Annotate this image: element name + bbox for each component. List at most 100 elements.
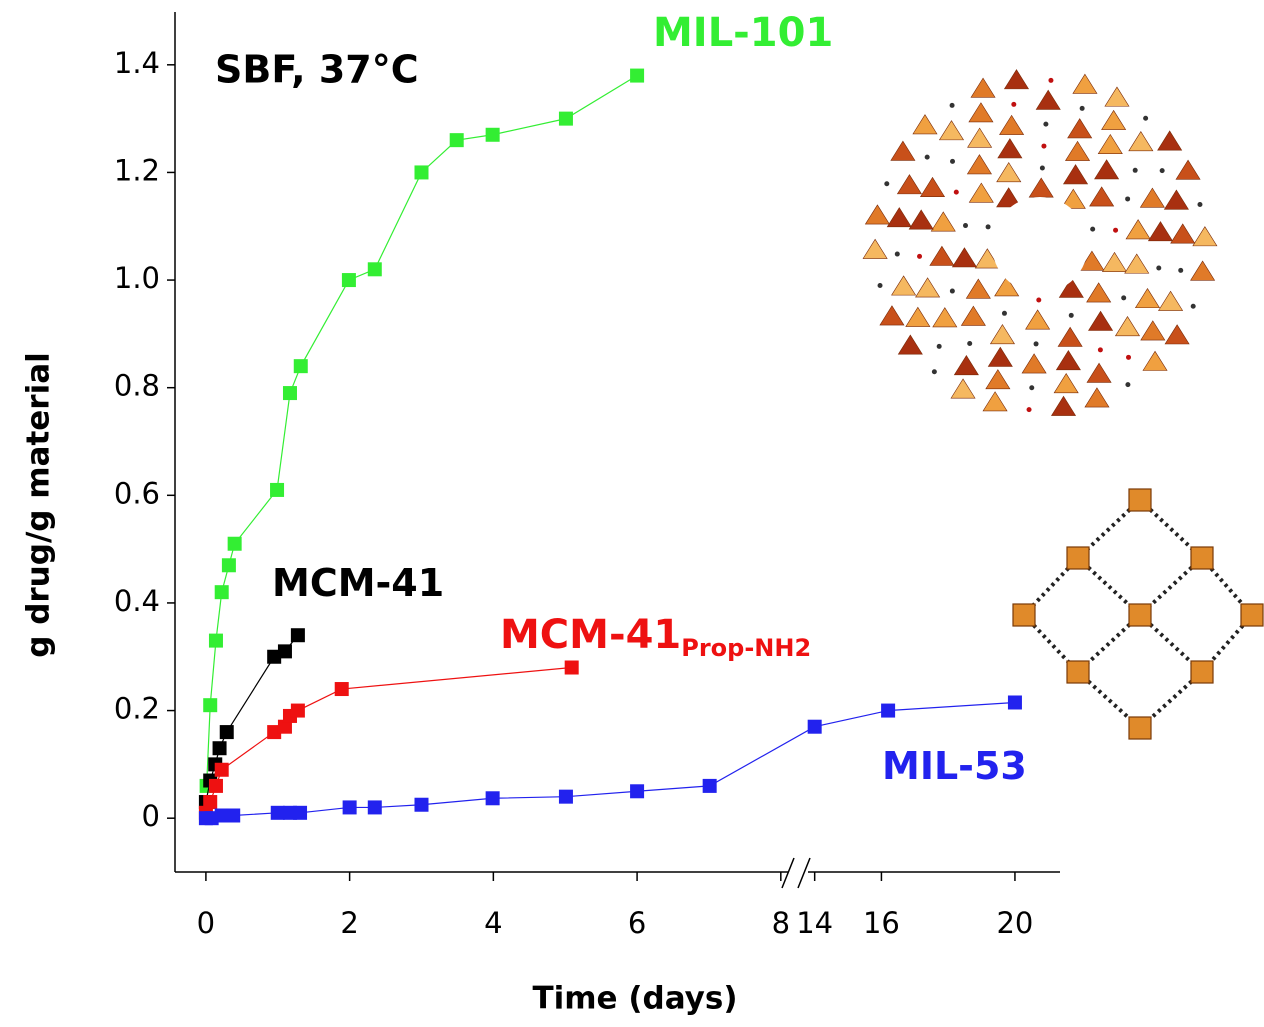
- atom: [1125, 196, 1130, 201]
- atom: [950, 103, 955, 108]
- polyhedron: [906, 307, 930, 326]
- atom: [1113, 228, 1118, 233]
- y-tick-label: 0.8: [114, 369, 160, 403]
- marker: [343, 800, 357, 814]
- atom: [937, 344, 942, 349]
- marker: [228, 537, 242, 551]
- atom: [1178, 268, 1183, 273]
- atom: [1034, 341, 1039, 346]
- polyhedron: [921, 177, 945, 196]
- polyhedron: [983, 392, 1007, 411]
- atom: [963, 223, 968, 228]
- polyhedron: [898, 335, 922, 354]
- polyhedron: [916, 278, 940, 297]
- series-name: MIL-53: [882, 744, 1027, 788]
- polyhedron: [998, 139, 1022, 158]
- atom: [1143, 116, 1148, 121]
- y-tick-label: 0.2: [114, 692, 160, 726]
- polyhedron: [1004, 70, 1028, 89]
- polyhedron: [954, 356, 978, 375]
- atom: [950, 159, 955, 164]
- marker: [486, 128, 500, 142]
- atom: [1029, 385, 1034, 390]
- marker: [450, 133, 464, 147]
- marker: [559, 112, 573, 126]
- atom: [1126, 355, 1131, 360]
- polyhedron: [1129, 132, 1153, 151]
- marker: [414, 165, 428, 179]
- polyhedron: [1087, 283, 1111, 302]
- marker: [203, 795, 217, 809]
- y-tick-label: 0.6: [114, 476, 160, 510]
- x-axis-label: Time (days): [532, 981, 737, 1017]
- polyhedron: [1022, 354, 1046, 373]
- polyhedron: [1103, 252, 1127, 271]
- polyhedron: [1115, 317, 1139, 336]
- series-label: MIL-101: [653, 10, 833, 56]
- polyhedron: [969, 103, 993, 122]
- marker: [291, 628, 305, 642]
- polyhedron: [967, 155, 991, 174]
- atom: [878, 283, 883, 288]
- polyhedron: [1140, 188, 1164, 207]
- x-tick-label: 20: [996, 906, 1033, 940]
- polyhedron: [1141, 321, 1165, 340]
- polyhedron: [880, 306, 904, 325]
- polyhedron: [1036, 90, 1060, 109]
- polyhedron: [1098, 135, 1122, 154]
- atom: [1036, 297, 1041, 302]
- marker: [270, 483, 284, 497]
- polyhedron: [951, 379, 975, 398]
- annotation: SBF, 37°C: [215, 48, 419, 92]
- polyhedron: [1105, 87, 1129, 106]
- x-tick-label: 4: [484, 906, 502, 940]
- octahedron: [1067, 661, 1089, 683]
- marker: [209, 634, 223, 648]
- polyhedron: [1029, 178, 1053, 197]
- x-tick-label: 8: [772, 906, 790, 940]
- polyhedron: [1089, 311, 1113, 330]
- atom: [1011, 102, 1016, 107]
- atom: [1191, 304, 1196, 309]
- marker: [283, 386, 297, 400]
- series-subscript: Prop-NH2: [681, 634, 811, 662]
- series-label: MCM-41Prop-NH2: [500, 612, 811, 662]
- polyhedron: [1052, 396, 1076, 415]
- marker: [226, 808, 240, 822]
- marker: [213, 741, 227, 755]
- octahedron: [1241, 604, 1263, 626]
- atom: [917, 254, 922, 259]
- polyhedron: [1148, 222, 1172, 241]
- polyhedron: [961, 306, 985, 325]
- polyhedron: [892, 276, 916, 295]
- y-tick-label: 1.0: [114, 261, 160, 295]
- polyhedron: [933, 308, 957, 327]
- polyhedron: [931, 212, 955, 231]
- marker: [808, 720, 822, 734]
- atom: [986, 224, 991, 229]
- polyhedron: [909, 210, 933, 229]
- polyhedron: [1026, 310, 1050, 329]
- marker: [486, 791, 500, 805]
- marker: [291, 704, 305, 718]
- polyhedron: [1165, 325, 1189, 344]
- octahedron: [1067, 547, 1089, 569]
- atom: [1125, 382, 1130, 387]
- series-label: MCM-41: [272, 561, 444, 605]
- polyhedron: [887, 208, 911, 227]
- pore: [992, 197, 1088, 293]
- polyhedron: [1171, 224, 1195, 243]
- polyhedron: [865, 205, 889, 224]
- polyhedron: [1068, 119, 1092, 138]
- marker: [414, 798, 428, 812]
- marker: [630, 69, 644, 83]
- atom: [925, 155, 930, 160]
- polyhedron: [968, 128, 992, 147]
- polyhedron: [1064, 165, 1088, 184]
- polyhedron: [1056, 351, 1080, 370]
- marker: [271, 806, 285, 820]
- page: SBF, 37°C Time (days) g drug/g material …: [0, 0, 1264, 1027]
- polyhedron: [1164, 190, 1188, 209]
- polyhedron: [1125, 254, 1149, 273]
- axis-break: [798, 858, 810, 888]
